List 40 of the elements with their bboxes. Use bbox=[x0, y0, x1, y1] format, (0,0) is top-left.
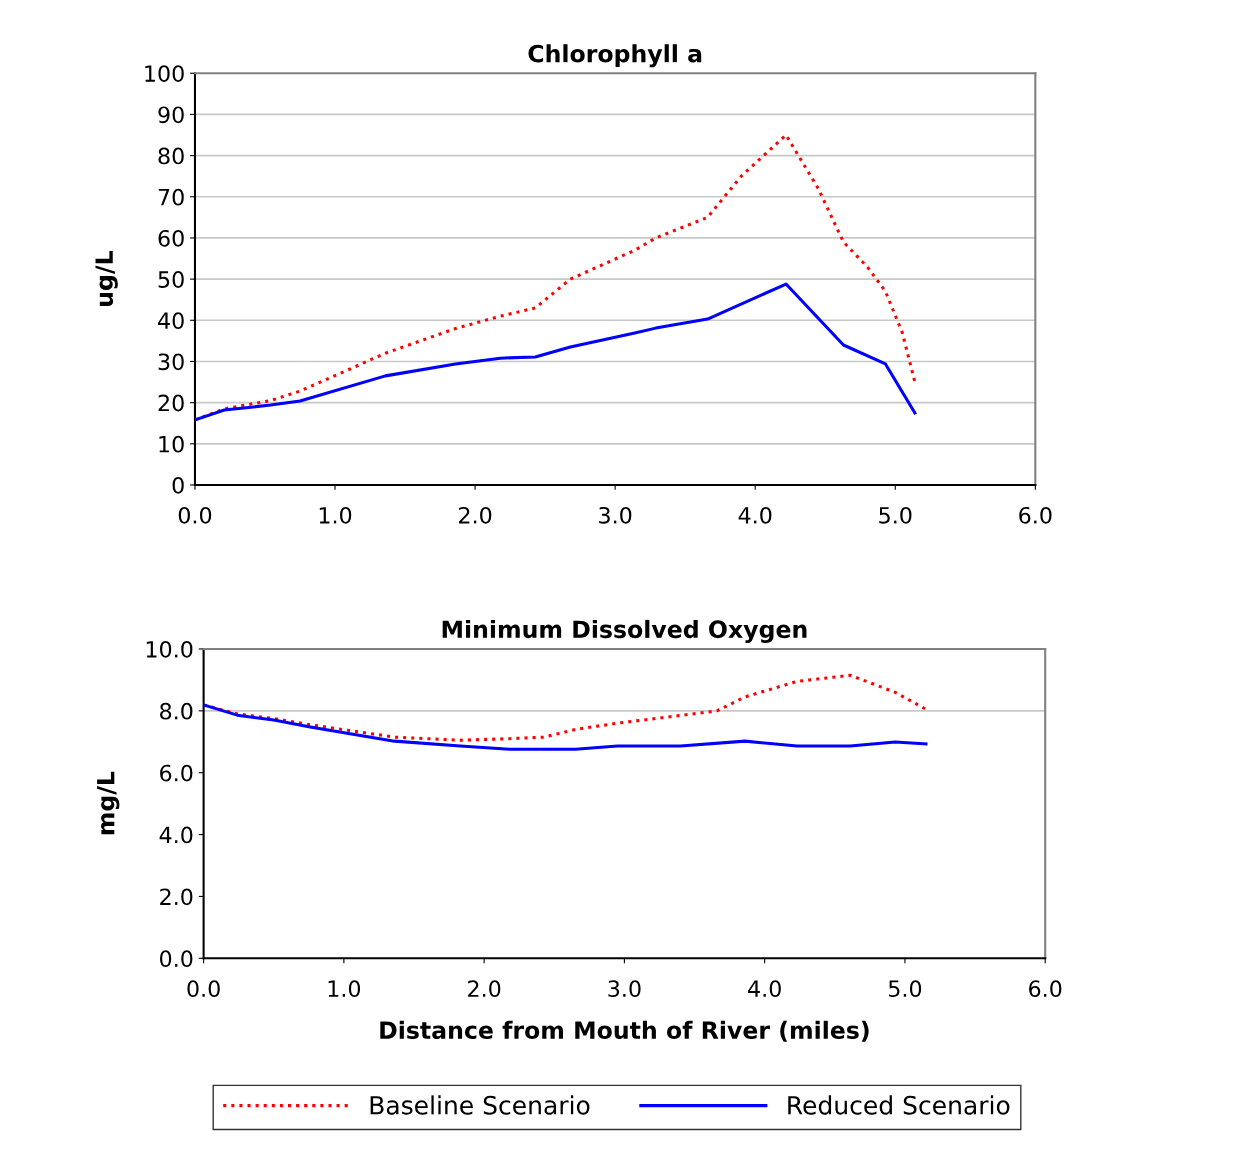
x-tick-label: 2.0 bbox=[459, 506, 492, 524]
x-tick-label: 6.0 bbox=[1029, 980, 1062, 998]
x-tick-label: 6.0 bbox=[1019, 506, 1052, 524]
x-tick-label: 0.0 bbox=[187, 980, 220, 998]
chart-title: Minimum Dissolved Oxygen bbox=[442, 619, 807, 643]
chart-title: Chlorophyll a bbox=[528, 44, 702, 68]
y-tick-label: 0.0 bbox=[160, 950, 193, 968]
y-tick-label: 80 bbox=[158, 147, 184, 165]
y-tick-label: 20 bbox=[158, 394, 184, 412]
legend-label: Baseline Scenario bbox=[370, 1095, 590, 1115]
x-tick-label: 0.0 bbox=[178, 506, 212, 524]
x-tick-label: 5.0 bbox=[888, 980, 922, 998]
y-tick-label: 8.0 bbox=[160, 702, 193, 720]
x-axis-title: Distance from Mouth of River (miles) bbox=[380, 1020, 869, 1042]
x-tick-label: 4.0 bbox=[748, 980, 781, 998]
y-tick-label: 50 bbox=[158, 271, 184, 288]
x-tick-label: 5.0 bbox=[879, 506, 912, 524]
line-series bbox=[203, 703, 928, 751]
x-tick-label: 3.0 bbox=[608, 980, 641, 998]
y-tick-label: 10.0 bbox=[146, 640, 193, 658]
y-tick-label: 40 bbox=[158, 312, 184, 330]
y-tick-label: 30 bbox=[158, 353, 184, 371]
y-tick-label: 60 bbox=[158, 229, 184, 247]
y-tick-label: 0 bbox=[172, 476, 184, 494]
y-tick-label: 2.0 bbox=[160, 888, 193, 906]
x-tick-label: 2.0 bbox=[468, 980, 501, 998]
line-series bbox=[194, 282, 917, 422]
x-tick-label: 4.0 bbox=[738, 506, 772, 524]
y-axis-title: ug/L bbox=[95, 251, 118, 306]
x-tick-label: 1.0 bbox=[319, 506, 352, 524]
legend-label: Reduced Scenario bbox=[788, 1095, 1010, 1115]
y-tick-label: 4.0 bbox=[159, 826, 193, 844]
y-tick-label: 100 bbox=[145, 65, 184, 83]
y-tick-label: 70 bbox=[158, 188, 184, 206]
x-tick-label: 3.0 bbox=[599, 506, 632, 524]
x-tick-label: 1.0 bbox=[328, 980, 361, 998]
y-tick-label: 90 bbox=[158, 106, 184, 124]
y-axis-title: mg/L bbox=[97, 771, 120, 835]
y-tick-label: 10 bbox=[159, 435, 184, 453]
y-tick-label: 6.0 bbox=[160, 764, 193, 782]
